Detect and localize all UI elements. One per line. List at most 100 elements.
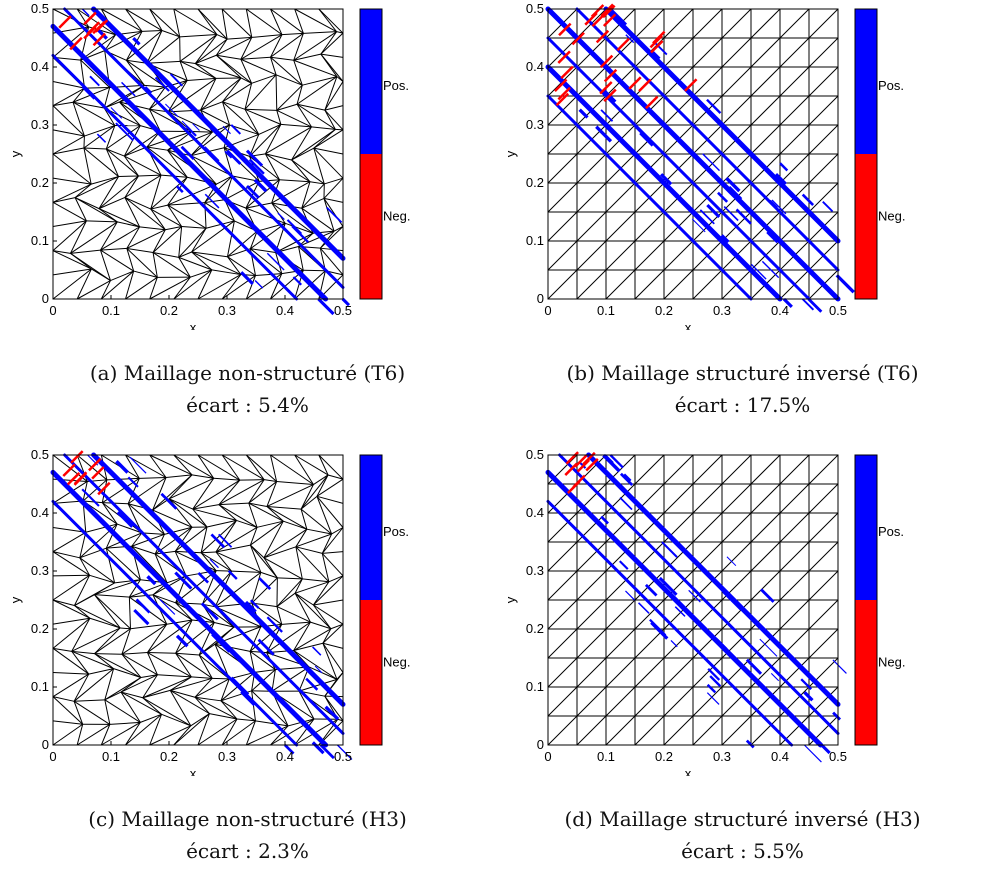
stress-mark	[684, 174, 696, 186]
stress-mark	[801, 679, 811, 689]
x-axis-label: x	[190, 766, 197, 776]
colorbar-neg-label: Neg.	[878, 209, 905, 224]
x-tick-label: 0	[49, 303, 56, 318]
stress-band	[65, 455, 343, 733]
stress-mark	[837, 275, 854, 292]
colorbar-neg	[360, 600, 382, 745]
stress-band	[53, 26, 326, 299]
stress-mark	[639, 603, 650, 614]
x-axis-label: x	[685, 320, 692, 330]
mesh	[548, 452, 846, 762]
y-tick-label: 0.2	[31, 175, 49, 190]
stress-mark	[601, 517, 608, 524]
y-tick-label: 0.4	[526, 505, 544, 520]
stress-mark	[803, 195, 813, 205]
y-tick-label: 0.1	[31, 679, 49, 694]
y-tick-label: 0	[537, 291, 544, 306]
stress-mark	[833, 660, 847, 674]
y-tick-label: 0.3	[526, 563, 544, 578]
colorbar-neg-label: Neg.	[383, 655, 410, 670]
mesh	[53, 9, 349, 314]
stress-mark	[116, 461, 127, 472]
x-tick-label: 0.2	[655, 749, 673, 764]
x-axis-label: x	[190, 320, 197, 330]
y-axis-label: y	[503, 596, 518, 603]
colorbar-neg-label: Neg.	[383, 209, 410, 224]
stress-mark	[775, 643, 791, 659]
y-tick-label: 0.5	[526, 447, 544, 462]
neg-mark	[617, 39, 629, 51]
neg-mark	[71, 451, 83, 463]
colorbar-pos-label: Pos.	[878, 78, 904, 93]
stress-mark	[231, 125, 240, 134]
stress-mark	[177, 636, 187, 646]
mesh	[548, 4, 854, 311]
plot-frame	[53, 455, 343, 745]
caption-c-line1: (c) Maillage non-structuré (H3)	[0, 804, 495, 834]
y-tick-label: 0.1	[526, 679, 544, 694]
y-tick-label: 0.2	[526, 175, 544, 190]
stress-mark	[823, 202, 833, 212]
colorbar-pos-label: Pos.	[383, 524, 409, 539]
stress-mark	[708, 685, 716, 693]
y-tick-label: 0.5	[31, 447, 49, 462]
y-tick-label: 0	[42, 291, 49, 306]
stress-mark	[809, 299, 822, 312]
stress-mark	[804, 745, 821, 762]
stress-mark	[259, 578, 270, 589]
colorbar-neg	[855, 600, 877, 745]
stress-mark	[580, 110, 588, 118]
x-tick-label: 0.4	[276, 749, 294, 764]
y-tick-label: 0	[42, 737, 49, 752]
caption-d-line2: écart : 5.5%	[495, 836, 990, 866]
x-tick-label: 0.5	[334, 749, 352, 764]
stress-mark	[646, 585, 657, 596]
stress-mark	[205, 147, 219, 161]
caption-b-line2: écart : 17.5%	[495, 390, 990, 420]
y-tick-label: 0	[537, 737, 544, 752]
x-tick-label: 0.3	[218, 749, 236, 764]
stress-mark	[107, 469, 121, 483]
stress-mark	[133, 38, 139, 44]
stress-mark	[707, 693, 719, 705]
x-tick-label: 0.1	[102, 749, 120, 764]
x-tick-label: 0.1	[597, 303, 615, 318]
x-tick-label: 0.4	[771, 303, 789, 318]
stress-mark	[620, 561, 628, 569]
colorbar-pos	[360, 9, 382, 154]
y-axis-label: y	[8, 150, 23, 157]
neg-mark	[567, 452, 579, 464]
x-tick-label: 0.1	[597, 749, 615, 764]
mesh	[53, 451, 352, 759]
y-tick-label: 0.3	[31, 563, 49, 578]
x-tick-label: 0.4	[276, 303, 294, 318]
caption-d-line1: (d) Maillage structuré inversé (H3)	[495, 804, 990, 834]
x-tick-label: 0.5	[829, 749, 847, 764]
x-tick-label: 0.1	[102, 303, 120, 318]
y-tick-label: 0.2	[526, 621, 544, 636]
stress-mark	[134, 610, 148, 624]
neg-mark	[568, 481, 580, 493]
y-tick-label: 0.4	[31, 505, 49, 520]
colorbar-pos	[855, 9, 877, 154]
x-tick-label: 0.4	[771, 749, 789, 764]
x-axis-label: x	[685, 766, 692, 776]
y-axis-label: y	[503, 150, 518, 157]
x-tick-label: 0.3	[713, 303, 731, 318]
colorbar-pos	[360, 455, 382, 600]
y-tick-label: 0.1	[31, 233, 49, 248]
caption-c-line2: écart : 2.3%	[0, 836, 495, 866]
colorbar-neg	[855, 154, 877, 299]
neg-mark	[84, 13, 96, 25]
neg-mark	[685, 79, 697, 91]
stress-mark	[136, 600, 149, 613]
stress-mark	[255, 281, 263, 289]
caption-a-line1: (a) Maillage non-structuré (T6)	[0, 358, 495, 388]
x-tick-label: 0	[544, 303, 551, 318]
